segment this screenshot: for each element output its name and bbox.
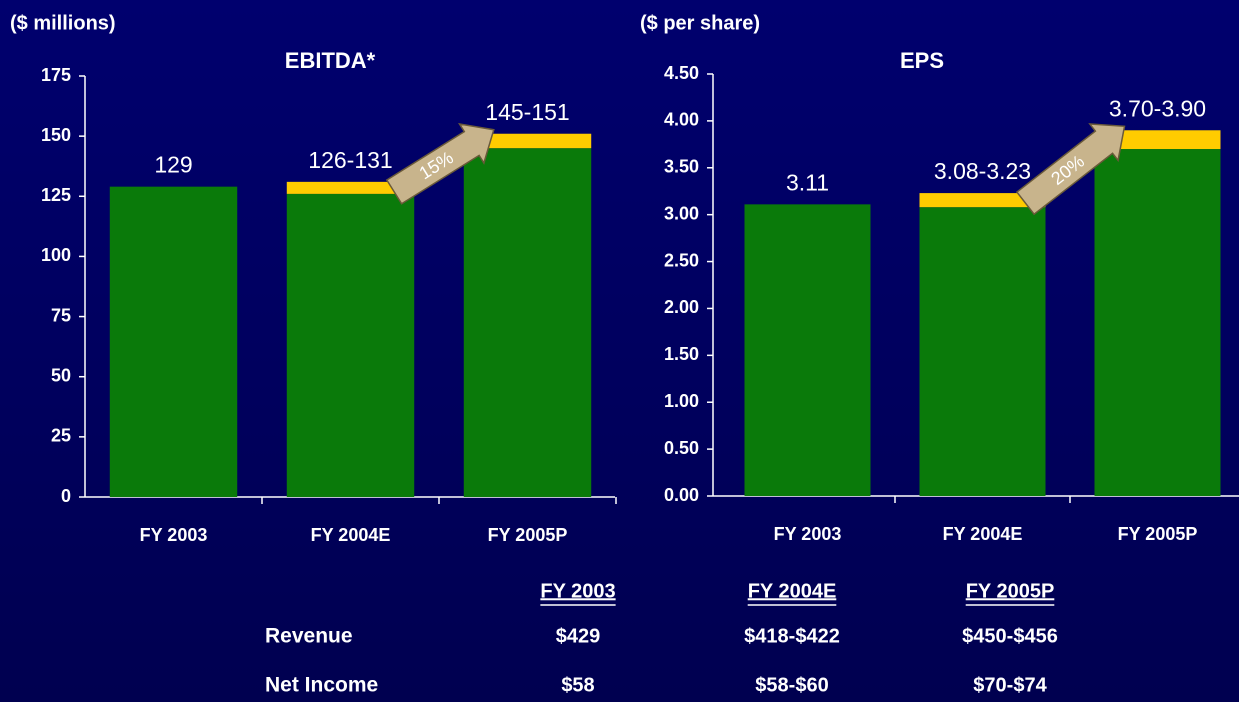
table-cell: $450-$456: [962, 625, 1058, 647]
row-label: Revenue: [265, 625, 353, 648]
y-tick-label: 0.00: [664, 485, 699, 505]
y-tick-label: 1.50: [664, 344, 699, 364]
y-tick-label: 75: [51, 305, 71, 325]
x-tick-label: FY 2004E: [311, 525, 391, 545]
axis-label: ($ per share): [640, 12, 760, 34]
table-cell: $58: [561, 674, 594, 696]
y-tick-label: 100: [41, 245, 71, 265]
value-label: 3.70-3.90: [1109, 95, 1206, 121]
table-header: FY 2005P: [966, 580, 1055, 602]
y-tick-label: 175: [41, 65, 71, 85]
table-cell: $70-$74: [973, 674, 1047, 696]
table-header: FY 2003: [540, 580, 615, 602]
row-label: Net Income: [265, 674, 378, 697]
y-tick-label: 3.50: [664, 157, 699, 177]
x-tick-label: FY 2003: [140, 525, 208, 545]
axis-label: ($ millions): [10, 12, 116, 34]
table-cell: $58-$60: [755, 674, 828, 696]
bar: [109, 186, 238, 498]
bar: [919, 207, 1046, 497]
x-tick-label: FY 2004E: [943, 524, 1023, 544]
y-tick-label: 1.00: [664, 391, 699, 411]
range-bar: [919, 193, 1046, 208]
table-cell: $418-$422: [744, 625, 840, 647]
arrow-shape: [385, 122, 495, 205]
x-tick-label: FY 2003: [774, 524, 842, 544]
arrow-shape: [1015, 123, 1126, 216]
value-label: 145-151: [485, 99, 569, 125]
y-tick-label: 0: [61, 486, 71, 506]
value-label: 126-131: [308, 147, 392, 173]
y-tick-label: 25: [51, 426, 71, 446]
value-label: 129: [154, 152, 192, 178]
y-tick-label: 0.50: [664, 438, 699, 458]
x-tick-label: FY 2005P: [1118, 524, 1198, 544]
bar: [1094, 149, 1221, 496]
range-bar: [286, 181, 415, 194]
y-tick-label: 125: [41, 185, 71, 205]
value-label: 3.11: [786, 169, 829, 195]
chart-title: EBITDA*: [285, 48, 376, 73]
bar: [744, 204, 871, 496]
value-label: 3.08-3.23: [934, 158, 1031, 184]
table-header: FY 2004E: [748, 580, 837, 602]
y-tick-label: 3.00: [664, 203, 699, 223]
bar: [286, 193, 415, 497]
range-bar: [463, 133, 592, 149]
x-tick-label: FY 2005P: [488, 525, 568, 545]
y-tick-label: 4.00: [664, 110, 699, 130]
y-tick-label: 150: [41, 125, 71, 145]
y-tick-label: 50: [51, 365, 71, 385]
chart-title: EPS: [900, 48, 944, 73]
table-cell: $429: [556, 625, 601, 647]
y-tick-label: 4.50: [664, 63, 699, 83]
bar: [463, 148, 592, 497]
y-tick-label: 2.50: [664, 250, 699, 270]
y-tick-label: 2.00: [664, 297, 699, 317]
range-bar: [1094, 130, 1221, 150]
